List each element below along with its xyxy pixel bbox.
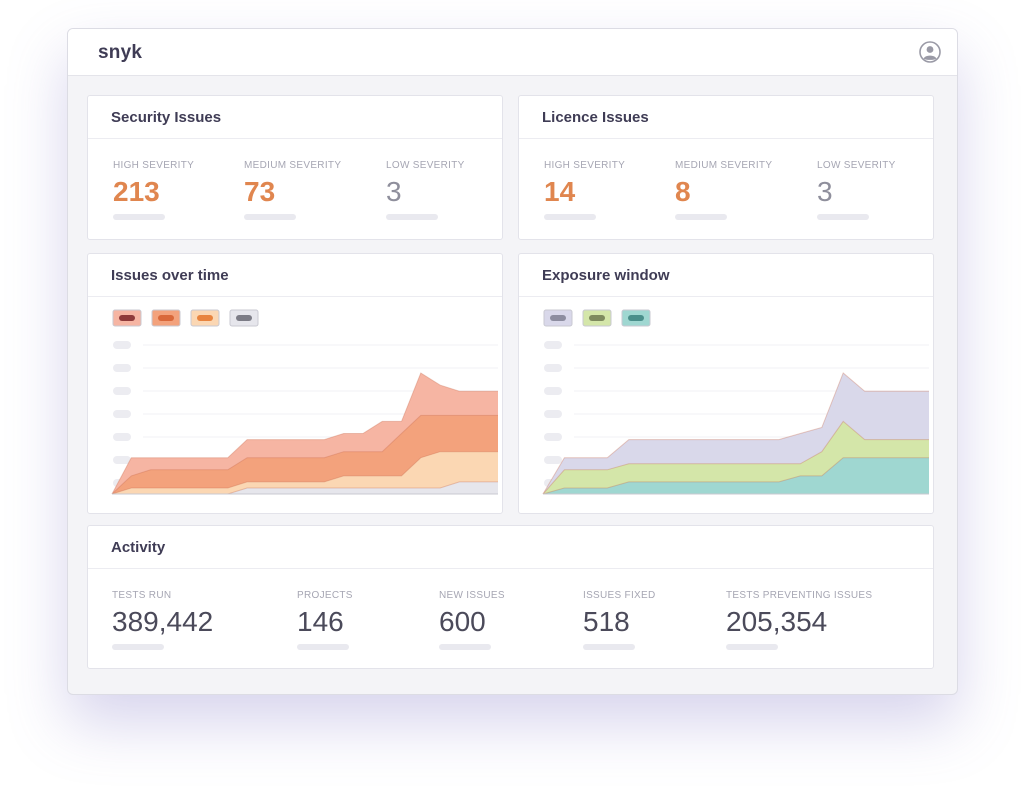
activity-issues-fixed-stat[interactable]: ISSUES FIXED 518: [583, 590, 656, 650]
stat-label: LOW SEVERITY: [817, 160, 896, 171]
stat-value: 73: [244, 176, 276, 207]
stat-bar: [675, 214, 727, 220]
stat-bar: [439, 644, 491, 650]
legend-chip-pill: [236, 315, 252, 321]
area-series: [112, 415, 498, 494]
stat-label: LOW SEVERITY: [386, 160, 465, 171]
licence-issues-title: Licence Issues: [519, 96, 933, 139]
licence-low-stat[interactable]: LOW SEVERITY 3: [817, 160, 896, 220]
y-tick-placeholder: [544, 364, 562, 372]
stat-value: 3: [817, 176, 833, 207]
issues-over-time-card: Issues over time: [87, 253, 503, 514]
stat-bar: [297, 644, 349, 650]
stat-value: 389,442: [112, 606, 214, 637]
area-series-line: [111, 414, 498, 495]
security-issues-title: Security Issues: [88, 96, 502, 139]
stat-value: 600: [439, 606, 486, 637]
stat-value: 8: [675, 176, 691, 207]
stat-label: TESTS PREVENTING ISSUES: [726, 590, 873, 601]
stat-value: 205,354: [726, 606, 828, 637]
stat-value: 146: [297, 606, 344, 637]
stat-value: 518: [583, 606, 630, 637]
y-tick-placeholder: [544, 341, 562, 349]
stat-bar: [583, 644, 635, 650]
activity-tests-preventing-stat[interactable]: TESTS PREVENTING ISSUES 205,354: [726, 590, 872, 650]
stat-label: MEDIUM SEVERITY: [244, 160, 342, 171]
y-tick-placeholder: [113, 433, 131, 441]
y-tick-placeholder: [113, 456, 131, 464]
stat-bar: [817, 214, 869, 220]
y-tick-placeholder: [113, 387, 131, 395]
area-series-line: [111, 451, 498, 495]
activity-projects-stat[interactable]: PROJECTS 146: [297, 590, 353, 650]
licence-high-stat[interactable]: HIGH SEVERITY 14: [544, 160, 625, 220]
stat-value: 14: [544, 176, 576, 207]
brand-logo[interactable]: snyk: [98, 42, 143, 63]
stat-bar: [112, 644, 164, 650]
activity-new-issues-stat[interactable]: NEW ISSUES 600: [439, 590, 505, 650]
y-tick-placeholder: [113, 364, 131, 372]
y-tick-placeholder: [544, 387, 562, 395]
exposure-window-chart: [542, 309, 929, 495]
y-tick-placeholder: [113, 341, 131, 349]
area-series: [543, 457, 929, 494]
stat-label: HIGH SEVERITY: [113, 160, 195, 171]
activity-card: Activity TESTS RUN 389,442 PROJECTS 146 …: [87, 525, 934, 669]
stat-label: HIGH SEVERITY: [544, 160, 626, 171]
security-issues-card: Security Issues HIGH SEVERITY 213 MEDIUM…: [87, 95, 503, 240]
stat-bar: [386, 214, 438, 220]
y-tick-placeholder: [544, 410, 562, 418]
legend-chip-pill: [197, 315, 213, 321]
licence-medium-stat[interactable]: MEDIUM SEVERITY 8: [675, 160, 772, 220]
y-tick-placeholder: [544, 433, 562, 441]
issues-over-time-chart: [111, 309, 498, 495]
y-tick-placeholder: [544, 456, 562, 464]
user-avatar-icon[interactable]: [919, 41, 941, 63]
stat-bar: [726, 644, 778, 650]
licence-issues-card: Licence Issues HIGH SEVERITY 14 MEDIUM S…: [518, 95, 934, 240]
stat-value: 213: [113, 176, 160, 207]
security-high-stat[interactable]: HIGH SEVERITY 213: [113, 160, 194, 220]
stat-value: 3: [386, 176, 402, 207]
exposure-window-title: Exposure window: [519, 254, 933, 297]
area-series: [112, 451, 498, 494]
legend-chip-pill: [628, 315, 644, 321]
security-medium-stat[interactable]: MEDIUM SEVERITY 73: [244, 160, 341, 220]
stat-label: TESTS RUN: [112, 590, 172, 601]
exposure-window-card: Exposure window: [518, 253, 934, 514]
area-series-line: [542, 420, 929, 495]
stat-label: PROJECTS: [297, 590, 353, 601]
area-series-line: [542, 372, 929, 495]
y-tick-placeholder: [113, 410, 131, 418]
dashboard-window: snyk Security Issues HIGH SEVERITY 213 M…: [67, 28, 958, 695]
security-low-stat[interactable]: LOW SEVERITY 3: [386, 160, 465, 220]
legend-chip-pill: [550, 315, 566, 321]
stat-label: NEW ISSUES: [439, 590, 505, 601]
activity-title: Activity: [88, 526, 933, 569]
activity-tests-run-stat[interactable]: TESTS RUN 389,442: [112, 590, 213, 650]
legend-chip-pill: [119, 315, 135, 321]
stat-bar: [113, 214, 165, 220]
legend-chip-pill: [589, 315, 605, 321]
issues-over-time-title: Issues over time: [88, 254, 502, 297]
stat-bar: [244, 214, 296, 220]
legend-chip-pill: [158, 315, 174, 321]
stat-label: ISSUES FIXED: [583, 590, 656, 601]
stat-bar: [544, 214, 596, 220]
stat-label: MEDIUM SEVERITY: [675, 160, 773, 171]
area-series-line: [542, 457, 929, 495]
top-bar: snyk: [68, 29, 957, 76]
area-series-line: [111, 372, 498, 495]
area-series: [112, 481, 498, 494]
